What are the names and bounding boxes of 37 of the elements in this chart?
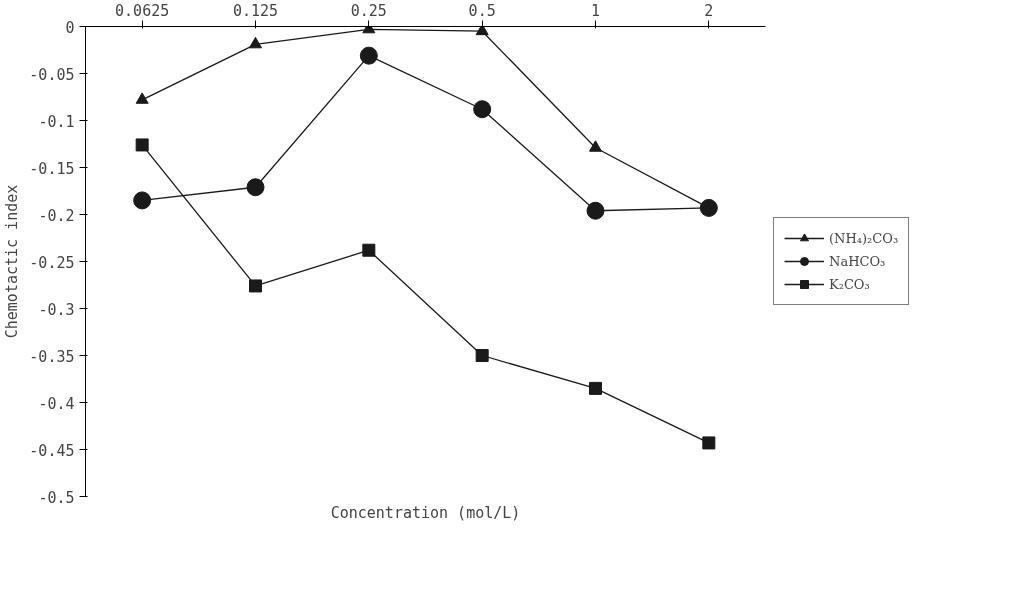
y-tick-label: -0.35: [29, 347, 75, 366]
point: [702, 436, 716, 450]
point: [249, 36, 262, 49]
point: [473, 100, 492, 119]
x-tick-label: 0.125: [232, 1, 279, 20]
y-tick-label: -0.3: [38, 300, 75, 319]
y-tick-label: -0.2: [38, 206, 75, 225]
y-tick-label: -0.05: [29, 65, 75, 84]
x-tick-label: 0.5: [468, 1, 496, 20]
y-axis-title: Chemotactic index: [3, 184, 22, 339]
y-tick-label: -0.45: [29, 441, 75, 460]
y-tick-label: -0.25: [29, 253, 75, 272]
x-tick-label: 1: [590, 1, 601, 20]
y-tick-label: -0.4: [38, 394, 75, 413]
y-tick-label: 0: [65, 18, 75, 37]
legend-label: (NH₄)₂CO₃: [829, 230, 899, 246]
point: [589, 140, 602, 152]
point: [362, 243, 376, 257]
y-tick-label: -0.15: [29, 159, 75, 178]
y-tick-label: -0.5: [38, 488, 75, 507]
point: [475, 26, 489, 36]
point: [135, 138, 149, 152]
point: [359, 46, 378, 65]
x-tick-label: 0.0625: [115, 1, 170, 20]
point: [246, 178, 265, 197]
point: [133, 191, 152, 210]
point: [475, 349, 489, 362]
x-tick-label: 0.25: [350, 1, 387, 20]
point: [135, 92, 149, 104]
point: [249, 279, 262, 293]
point: [589, 381, 602, 395]
legend-label: NaHCO₃: [829, 253, 886, 269]
legend-label: K₂CO₃: [829, 276, 870, 292]
y-tick-label: -0.1: [38, 112, 75, 131]
point: [586, 201, 605, 220]
x-tick-label: 2: [704, 1, 714, 20]
x-axis-title: Concentration (mol/L): [330, 503, 521, 522]
